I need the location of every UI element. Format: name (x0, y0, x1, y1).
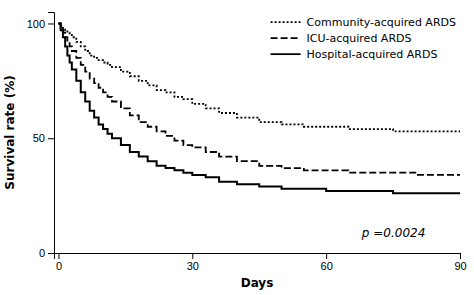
legend-swatch (271, 37, 301, 39)
legend-item: Community-acquired ARDS (271, 16, 456, 29)
x-axis-tick-mark (460, 253, 461, 259)
y-axis-tick: 0 (39, 247, 54, 259)
legend-label: Hospital-acquired ARDS (307, 48, 438, 61)
x-axis-tick-mark (326, 253, 327, 259)
y-axis-tick-label: 0 (39, 247, 45, 259)
annotation: p =0.0024 (361, 226, 425, 240)
y-axis-tick-label: 50 (33, 132, 45, 144)
x-axis-title: Days (241, 276, 274, 290)
legend-item: ICU-acquired ARDS (271, 32, 412, 45)
y-axis-tick: 50 (33, 132, 54, 144)
x-axis-tick-mark (192, 253, 193, 259)
legend-swatch (271, 53, 301, 55)
y-axis-tick-label: 100 (27, 17, 45, 29)
series-line (58, 23, 460, 174)
x-axis-tick-label: 60 (321, 260, 333, 272)
x-axis-tick-mark (58, 253, 59, 259)
x-axis-line (55, 254, 461, 260)
legend: Community-acquired ARDS ICU-acquired ARDS… (271, 16, 456, 61)
x-axis: 0 30 60 90 (55, 253, 467, 272)
chart: 0 30 60 90 0 50 100 p =0.0024 Community-acquired… (0, 0, 474, 295)
legend-swatch (271, 21, 301, 23)
legend-label: Community-acquired ARDS (307, 16, 456, 29)
y-axis-tick-mark (48, 253, 54, 254)
series-line (58, 23, 460, 131)
y-axis-tick-mark (48, 23, 54, 24)
plot: 0 30 60 90 0 50 100 p =0.0024 Community-acquired… (27, 13, 467, 272)
lines (58, 23, 460, 193)
y-axis-title: Survival rate (%) (3, 75, 17, 189)
x-axis-tick: 90 (454, 253, 466, 272)
x-axis-tick: 30 (187, 253, 199, 272)
x-axis-tick-label: 90 (454, 260, 466, 272)
legend-label: ICU-acquired ARDS (307, 32, 412, 45)
y-axis-line (48, 13, 55, 254)
y-axis: 0 50 100 (27, 13, 55, 260)
x-axis-tick-label: 0 (56, 260, 62, 272)
y-axis-tick-mark (48, 138, 54, 139)
x-axis-tick: 60 (321, 253, 333, 272)
x-axis-tick: 0 (56, 253, 62, 272)
x-axis-tick-label: 30 (187, 260, 199, 272)
y-axis-tick: 100 (27, 17, 54, 29)
series-line (58, 23, 460, 193)
legend-item: Hospital-acquired ARDS (271, 48, 438, 61)
